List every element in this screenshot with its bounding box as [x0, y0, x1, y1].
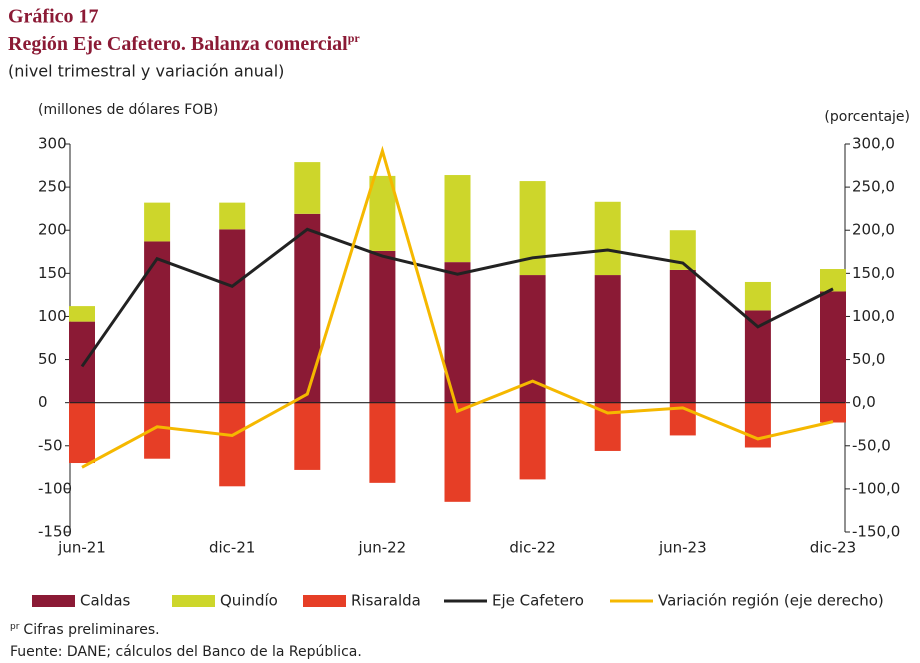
bar	[594, 275, 621, 403]
x-tick-label: jun-22	[358, 539, 407, 557]
description: (nivel trimestral y variación anual)	[8, 62, 284, 81]
y2-tick-label: 150,0	[852, 264, 895, 282]
note: pr Cifras preliminares.	[10, 622, 160, 639]
y-tick-label: 250	[38, 178, 67, 196]
bar	[219, 229, 246, 403]
bar	[519, 402, 546, 480]
y-tick-label: -100	[38, 479, 72, 497]
y2-tick-label: 300,0	[852, 135, 895, 153]
bar	[144, 241, 171, 403]
bar	[444, 402, 471, 502]
legend-swatch	[303, 595, 346, 607]
y-tick-label: -50	[38, 436, 63, 454]
x-tick-label: dic-21	[209, 539, 255, 557]
y-axis-label: (millones de dólares FOB)	[38, 102, 218, 118]
x-tick-label: dic-23	[810, 539, 856, 557]
x-tick-label: jun-23	[658, 539, 707, 557]
bar	[69, 402, 95, 464]
y2-tick-label: 0,0	[852, 393, 876, 411]
y2-tick-label: 250,0	[852, 178, 895, 196]
line-series	[80, 227, 834, 368]
bar	[820, 291, 846, 403]
chart-title: Gráfico 17	[8, 6, 99, 28]
x-tick-label: dic-22	[509, 539, 555, 557]
bar	[294, 213, 321, 403]
bar	[369, 402, 396, 483]
source: Fuente: DANE; cálculos del Banco de la R…	[10, 644, 362, 660]
legend-label: Variación región (eje derecho)	[658, 592, 884, 610]
legend-label: Risaralda	[351, 592, 421, 610]
y-tick-label: 150	[38, 264, 67, 282]
bar	[744, 310, 771, 403]
bar	[219, 202, 246, 230]
bar	[69, 306, 95, 322]
subtitle-text: Región Eje Cafetero. Balanza comercial	[8, 33, 348, 55]
y-tick-label: 100	[38, 307, 67, 325]
y2-axis-label: (porcentaje)	[824, 109, 910, 125]
bar	[219, 402, 246, 487]
y-tick-label: 300	[38, 135, 67, 153]
y-tick-label: 200	[38, 221, 67, 239]
bar	[69, 321, 95, 403]
line-series	[81, 145, 834, 469]
bar	[669, 269, 696, 403]
x-tick-label: jun-21	[57, 539, 106, 557]
y2-tick-label: 100,0	[852, 307, 895, 325]
legend-swatch	[172, 595, 215, 607]
bar	[594, 201, 621, 276]
legend-swatch	[32, 595, 75, 607]
legend-label: Quindío	[220, 592, 278, 610]
bar	[820, 402, 846, 423]
y2-tick-label: -150,0	[852, 523, 900, 541]
note-text: Cifras preliminares.	[23, 622, 159, 638]
bar	[820, 269, 846, 292]
y2-tick-label: 50,0	[852, 350, 885, 368]
legend-label: Caldas	[80, 592, 131, 610]
y-tick-label: 0	[38, 393, 48, 411]
bar	[744, 281, 771, 311]
y-tick-label: -150	[38, 523, 72, 541]
bar	[294, 402, 321, 470]
y2-tick-label: -50,0	[852, 436, 891, 454]
bar	[369, 250, 396, 403]
chart-subtitle: Región Eje Cafetero. Balanza comercialpr	[8, 31, 360, 55]
bar	[144, 202, 171, 242]
bar	[294, 162, 321, 214]
y2-tick-label: 200,0	[852, 221, 895, 239]
note-marker: pr	[10, 622, 20, 632]
legend-label: Eje Cafetero	[492, 592, 584, 610]
subtitle-sup: pr	[348, 31, 361, 45]
bar	[444, 175, 471, 263]
y2-tick-label: -100,0	[852, 479, 900, 497]
bar	[369, 175, 396, 251]
y-tick-label: 50	[38, 350, 57, 368]
bar	[744, 402, 771, 448]
